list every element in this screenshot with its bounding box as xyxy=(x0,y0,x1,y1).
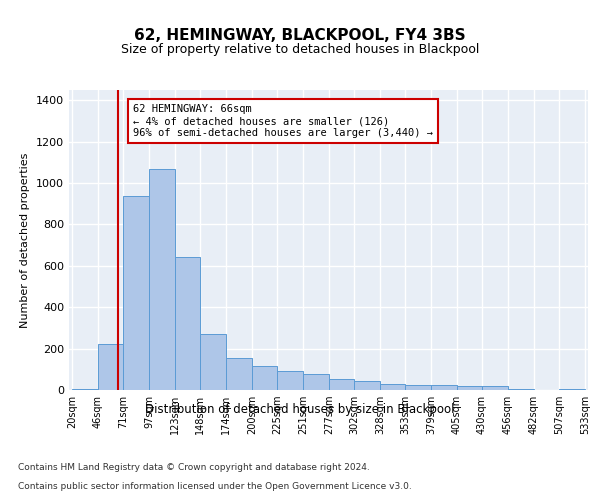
Bar xyxy=(431,385,457,390)
Text: Distribution of detached houses by size in Blackpool: Distribution of detached houses by size … xyxy=(145,402,455,415)
Bar xyxy=(200,334,226,390)
Bar xyxy=(277,372,302,390)
Bar xyxy=(149,168,175,390)
Bar xyxy=(226,358,251,390)
Text: Contains public sector information licensed under the Open Government Licence v3: Contains public sector information licen… xyxy=(18,482,412,491)
Bar xyxy=(124,196,149,390)
Text: 62, HEMINGWAY, BLACKPOOL, FY4 3BS: 62, HEMINGWAY, BLACKPOOL, FY4 3BS xyxy=(134,28,466,42)
Bar xyxy=(457,386,482,390)
Bar xyxy=(329,378,353,390)
Bar xyxy=(406,385,431,390)
Text: Size of property relative to detached houses in Blackpool: Size of property relative to detached ho… xyxy=(121,42,479,56)
Y-axis label: Number of detached properties: Number of detached properties xyxy=(20,152,31,328)
Bar xyxy=(98,344,122,390)
Bar xyxy=(73,389,98,390)
Bar xyxy=(482,386,508,390)
Bar xyxy=(304,374,329,390)
Bar xyxy=(559,389,584,390)
Bar xyxy=(508,389,533,390)
Bar xyxy=(380,384,404,390)
Text: 62 HEMINGWAY: 66sqm
← 4% of detached houses are smaller (126)
96% of semi-detach: 62 HEMINGWAY: 66sqm ← 4% of detached hou… xyxy=(133,104,433,138)
Bar xyxy=(175,256,200,390)
Bar xyxy=(355,380,380,390)
Bar xyxy=(253,366,277,390)
Text: Contains HM Land Registry data © Crown copyright and database right 2024.: Contains HM Land Registry data © Crown c… xyxy=(18,464,370,472)
